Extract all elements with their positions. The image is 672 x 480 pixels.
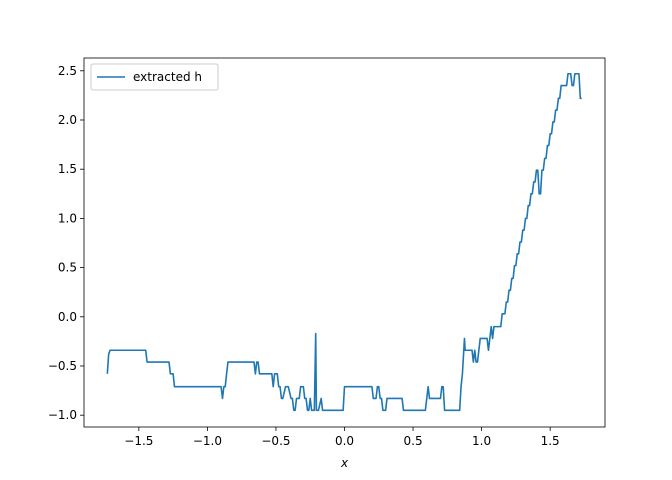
x-tick-label: 1.0: [472, 434, 491, 448]
x-axis: −1.5 −1.0 −0.5 0.0 0.5 1.0 1.5: [124, 427, 560, 448]
legend: extracted h: [90, 63, 219, 91]
series-line-0: [106, 72, 582, 412]
y-tick-label: 2.5: [58, 64, 77, 78]
x-tick-label: 1.5: [541, 434, 560, 448]
y-tick-label: 2.0: [58, 113, 77, 127]
x-tick-label: 0.5: [404, 434, 423, 448]
y-tick-label: 1.0: [58, 211, 77, 225]
x-tick-label: −0.5: [261, 434, 290, 448]
y-tick-label: −0.5: [48, 359, 77, 373]
legend-label: extracted h: [133, 70, 202, 84]
x-tick-label: −1.5: [124, 434, 153, 448]
x-axis-label: x: [340, 456, 349, 470]
x-tick-label: 0.0: [335, 434, 354, 448]
y-tick-label: −1.0: [48, 408, 77, 422]
legend-box: [90, 63, 219, 91]
y-axis: −1.0 −0.5 0.0 0.5 1.0 1.5 2.0 2.5: [48, 64, 84, 422]
y-tick-label: 1.5: [58, 162, 77, 176]
y-tick-label: 0.5: [58, 261, 77, 275]
plot-background: [84, 58, 605, 427]
series-layer: [106, 72, 582, 412]
x-tick-label: −1.0: [193, 434, 222, 448]
y-tick-label: 0.0: [58, 310, 77, 324]
